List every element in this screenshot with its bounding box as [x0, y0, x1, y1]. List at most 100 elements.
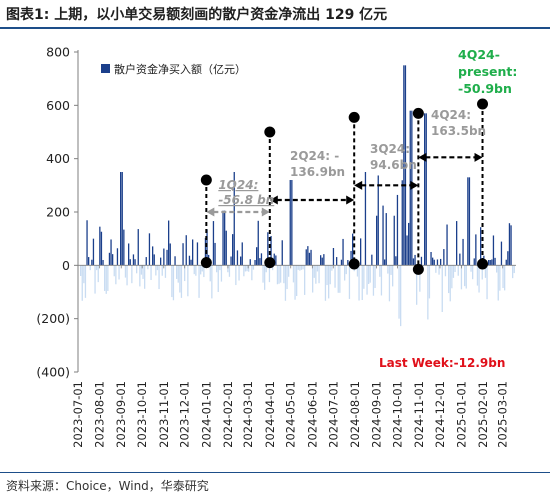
outflow-bar [147, 265, 149, 270]
period-marker [200, 174, 212, 186]
inflow-bar [408, 222, 410, 266]
outflow-bar [150, 265, 152, 280]
outflow-bar [380, 265, 383, 296]
outflow-bar [81, 265, 83, 301]
outflow-bar [118, 265, 120, 280]
outflow-bar [416, 265, 418, 305]
outflow-bar [316, 265, 319, 272]
outflow-bar [83, 265, 85, 284]
outflow-bar [126, 265, 128, 286]
outflow-bar [264, 265, 266, 290]
inflow-bar [376, 215, 378, 266]
inflow-bar [88, 257, 90, 266]
outflow-bar [97, 265, 99, 283]
x-tick-label: 2025-02-01 [476, 381, 490, 448]
inflow-bar [340, 259, 343, 266]
inflow-bar [188, 255, 191, 266]
outflow-bar [268, 265, 271, 283]
inflow-bar [230, 256, 232, 266]
inflow-bar [459, 253, 461, 266]
outflow-bar [356, 265, 359, 277]
outflow-bar [220, 265, 223, 282]
q4-label: 4Q24: 163.5bn [431, 108, 486, 138]
outflow-bar [368, 265, 370, 284]
x-tick-label: 2024-03-01 [241, 381, 255, 448]
outflow-bar [348, 265, 351, 299]
outflow-bar [292, 265, 295, 283]
outflow-bar [392, 265, 394, 287]
outflow-bar [283, 265, 285, 284]
inflow-bar [406, 235, 408, 266]
inflow-bar [121, 172, 123, 266]
outflow-bar [131, 265, 133, 284]
outflow-bar [158, 265, 160, 290]
outflow-bar [144, 265, 146, 289]
inflow-bar [505, 259, 507, 266]
inflow-bar [134, 259, 136, 266]
x-tick-label: 2024-05-01 [284, 381, 298, 448]
outflow-bar [315, 265, 317, 284]
inflow-bar [412, 258, 415, 266]
outflow-bar [216, 265, 218, 273]
inflow-bar [468, 177, 471, 266]
outflow-bar [363, 265, 365, 289]
outflow-bar [484, 265, 487, 278]
x-tick-label: 2023-10-01 [135, 381, 149, 448]
inflow-bar [289, 180, 291, 266]
inflow-bar [128, 243, 130, 266]
inflow-bar [403, 65, 405, 266]
outflow-bar [113, 265, 115, 277]
outflow-bar [339, 265, 341, 293]
outflow-bar [299, 265, 301, 271]
outflow-bar [472, 265, 474, 280]
inflow-bar [148, 233, 151, 266]
q3-arrow-head-left [354, 180, 363, 190]
inflow-bar [169, 243, 171, 266]
period-marker [412, 263, 424, 275]
x-tick-label: 2023-11-01 [157, 381, 171, 448]
inflow-bar [196, 242, 199, 266]
outflow-bar [300, 265, 303, 270]
outflow-bar [164, 265, 167, 278]
inflow-bar [257, 220, 259, 266]
inflow-bar [232, 234, 234, 266]
outflow-bar [326, 265, 328, 286]
inflow-bar [233, 172, 235, 266]
inflow-bar [424, 113, 426, 266]
outflow-bar [304, 265, 306, 295]
legend-swatch [101, 64, 110, 73]
outflow-bar [84, 265, 87, 298]
axes-layer: (400) (200) 0 200 400 600 800 2023-07-01 2023-08… [36, 45, 516, 448]
period-marker [477, 98, 489, 110]
outflow-bar [227, 265, 229, 273]
inflow-bar [395, 256, 397, 266]
inflow-bar [222, 210, 224, 266]
outflow-bar [512, 265, 514, 279]
inflow-bar [182, 243, 184, 266]
x-tick-label: 2024-06-01 [305, 381, 319, 448]
inflow-bar [492, 235, 495, 266]
outflow-bar [390, 265, 392, 275]
inflow-bar [360, 238, 362, 266]
outflow-bar [265, 265, 267, 273]
inflow-bar [500, 241, 503, 266]
y-tick-label: 800 [46, 45, 70, 60]
inflow-bar [152, 246, 154, 266]
outflow-bar [302, 265, 304, 270]
outflow-bar [198, 265, 200, 298]
outflow-bar [201, 265, 203, 272]
outflow-bar [481, 265, 483, 280]
outflow-bar [228, 265, 231, 277]
outflow-bar [251, 265, 253, 281]
inflow-bar [129, 259, 131, 266]
inflow-bar [491, 259, 493, 266]
outflow-bar [184, 265, 186, 282]
x-tick-label: 2024-12-01 [433, 381, 447, 448]
inflow-bar [308, 252, 311, 266]
x-tick-label: 2024-04-01 [263, 381, 277, 448]
inflow-bar [473, 258, 475, 266]
outflow-bar [476, 265, 479, 286]
inflow-bar [425, 113, 427, 266]
outflow-bar [435, 265, 437, 273]
inflow-bar [102, 260, 104, 266]
